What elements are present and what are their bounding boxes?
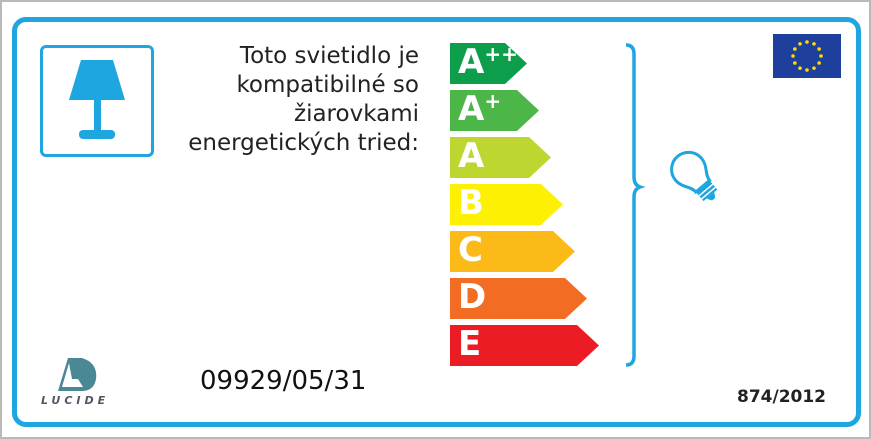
- intro-line: žiarovkami: [294, 101, 419, 127]
- bulb-icon: [670, 150, 718, 202]
- model-number: 09929/05/31: [200, 366, 367, 396]
- class-modifier: +: [484, 89, 502, 113]
- energy-class-bar: A+: [450, 89, 539, 131]
- energy-class-bar: E: [450, 324, 599, 366]
- intro-line: kompatibilné so: [236, 72, 419, 98]
- energy-class-label: A++: [458, 42, 518, 83]
- class-letter: B: [458, 183, 484, 223]
- eu-star: [819, 54, 823, 58]
- eu-star: [793, 47, 797, 51]
- intro-text: Toto svietidlo je kompatibilné so žiarov…: [188, 42, 419, 158]
- class-letter: E: [458, 324, 482, 364]
- energy-class-bar: B: [450, 183, 563, 225]
- energy-class-label: D: [458, 277, 486, 318]
- energy-class-bar: A: [450, 136, 551, 178]
- energy-class-label: B: [458, 183, 484, 224]
- class-modifier: ++: [484, 42, 518, 66]
- class-letter: D: [458, 277, 487, 317]
- eu-star: [793, 61, 797, 65]
- eu-star: [805, 68, 809, 72]
- energy-class-bar: A++: [450, 42, 527, 84]
- eu-star: [798, 42, 802, 46]
- eu-star: [812, 66, 816, 70]
- energy-class-label: E: [458, 324, 481, 365]
- label-frame: [12, 17, 861, 427]
- intro-line: energetických tried:: [188, 130, 419, 156]
- lamp-icon: [40, 45, 154, 157]
- brand-logo: LUCIDE: [38, 355, 118, 411]
- eu-star: [817, 61, 821, 65]
- energy-class-label: A+: [458, 89, 501, 130]
- eu-star: [798, 66, 802, 70]
- regulation-number: 874/2012: [737, 387, 827, 407]
- energy-class-bar: C: [450, 230, 575, 272]
- energy-class-bar: D: [450, 277, 587, 319]
- class-letter: A: [458, 89, 485, 129]
- svg-text:LUCIDE: LUCIDE: [41, 394, 109, 407]
- intro-line: Toto svietidlo je: [239, 43, 419, 69]
- class-letter: C: [458, 230, 483, 270]
- brace-icon: [625, 43, 646, 367]
- eu-star: [817, 47, 821, 51]
- eu-flag-icon: [773, 34, 841, 78]
- class-letter: A: [458, 42, 485, 82]
- eu-star: [791, 54, 795, 58]
- energy-class-label: C: [458, 230, 483, 271]
- energy-class-label: A: [458, 136, 484, 177]
- eu-star: [812, 42, 816, 46]
- eu-star: [805, 40, 809, 44]
- class-letter: A: [458, 136, 485, 176]
